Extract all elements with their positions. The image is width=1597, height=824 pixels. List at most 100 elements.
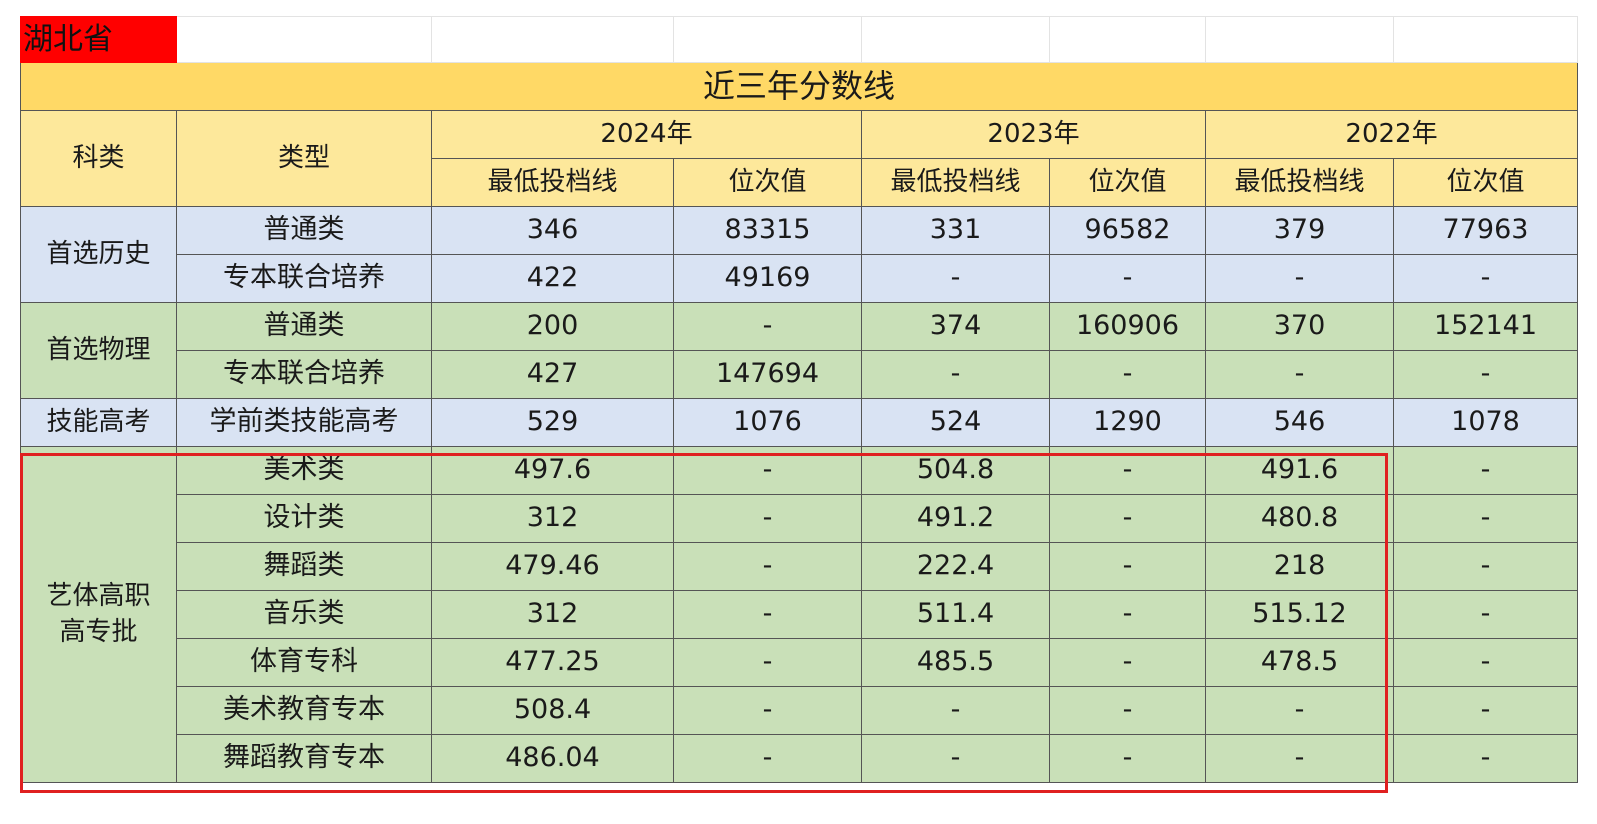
type-cell[interactable]: 美术类	[176, 446, 432, 495]
province-cell[interactable]: 湖北省	[20, 16, 177, 63]
min-line-cell[interactable]: 200	[431, 302, 674, 351]
type-cell[interactable]: 专本联合培养	[176, 350, 432, 399]
min-line-cell[interactable]: 480.8	[1205, 494, 1394, 543]
min-line-cell[interactable]: 485.5	[861, 638, 1050, 687]
rank-cell[interactable]: -	[1393, 254, 1578, 303]
type-cell[interactable]: 设计类	[176, 494, 432, 543]
min-line-cell[interactable]: 486.04	[431, 734, 674, 783]
min-line-cell[interactable]: 422	[431, 254, 674, 303]
min-line-cell[interactable]: 478.5	[1205, 638, 1394, 687]
rank-cell[interactable]: -	[1393, 350, 1578, 399]
rank-cell[interactable]: -	[1049, 254, 1206, 303]
min-line-cell[interactable]: -	[861, 350, 1050, 399]
min-line-cell[interactable]: 346	[431, 206, 674, 255]
rank-cell[interactable]: -	[1049, 734, 1206, 783]
rank-cell[interactable]: -	[1049, 446, 1206, 495]
rank-cell[interactable]: 77963	[1393, 206, 1578, 255]
category-cell[interactable]: 首选物理	[20, 302, 177, 399]
rank-cell[interactable]: 83315	[673, 206, 862, 255]
min-line-cell[interactable]: 427	[431, 350, 674, 399]
rank-cell[interactable]: 1076	[673, 398, 862, 447]
rank-cell[interactable]: 96582	[1049, 206, 1206, 255]
rank-cell[interactable]: -	[673, 686, 862, 735]
min-line-cell[interactable]: 497.6	[431, 446, 674, 495]
rank-cell[interactable]: -	[673, 446, 862, 495]
type-cell[interactable]: 舞蹈教育专本	[176, 734, 432, 783]
min-line-cell[interactable]: 370	[1205, 302, 1394, 351]
type-cell[interactable]: 舞蹈类	[176, 542, 432, 591]
min-line-cell[interactable]: 374	[861, 302, 1050, 351]
type-cell[interactable]: 美术教育专本	[176, 686, 432, 735]
min-line-cell[interactable]: 312	[431, 494, 674, 543]
type-cell[interactable]: 普通类	[176, 206, 432, 255]
min-line-cell[interactable]: 218	[1205, 542, 1394, 591]
min-line-cell[interactable]: 515.12	[1205, 590, 1394, 639]
header-min-line: 最低投档线	[861, 158, 1050, 207]
rank-cell[interactable]: -	[1049, 494, 1206, 543]
min-line-cell[interactable]: 508.4	[431, 686, 674, 735]
min-line-cell[interactable]: -	[1205, 350, 1394, 399]
min-line-cell[interactable]: -	[861, 734, 1050, 783]
category-cell[interactable]: 首选历史	[20, 206, 177, 303]
empty-cell[interactable]	[1393, 16, 1578, 63]
rank-cell[interactable]: -	[673, 638, 862, 687]
rank-cell[interactable]: 49169	[673, 254, 862, 303]
min-line-cell[interactable]: -	[1205, 254, 1394, 303]
min-line-cell[interactable]: 222.4	[861, 542, 1050, 591]
rank-cell[interactable]: -	[673, 542, 862, 591]
rank-cell[interactable]: 1290	[1049, 398, 1206, 447]
empty-cell[interactable]	[1205, 16, 1394, 63]
type-cell[interactable]: 音乐类	[176, 590, 432, 639]
rank-cell[interactable]: -	[1049, 590, 1206, 639]
rank-cell[interactable]: -	[1393, 734, 1578, 783]
rank-cell[interactable]: -	[1393, 542, 1578, 591]
type-cell[interactable]: 专本联合培养	[176, 254, 432, 303]
min-line-cell[interactable]: 504.8	[861, 446, 1050, 495]
type-cell[interactable]: 学前类技能高考	[176, 398, 432, 447]
header-type: 类型	[176, 110, 432, 207]
min-line-cell[interactable]: 491.2	[861, 494, 1050, 543]
min-line-cell[interactable]: -	[861, 254, 1050, 303]
empty-cell[interactable]	[673, 16, 862, 63]
header-rank: 位次值	[1049, 158, 1206, 207]
min-line-cell[interactable]: 312	[431, 590, 674, 639]
min-line-cell[interactable]: -	[1205, 686, 1394, 735]
rank-cell[interactable]: -	[1049, 686, 1206, 735]
rank-cell[interactable]: 147694	[673, 350, 862, 399]
min-line-cell[interactable]: 511.4	[861, 590, 1050, 639]
min-line-cell[interactable]: 479.46	[431, 542, 674, 591]
min-line-cell[interactable]: -	[861, 686, 1050, 735]
rank-cell[interactable]: -	[673, 302, 862, 351]
category-cell[interactable]: 技能高考	[20, 398, 177, 447]
rank-cell[interactable]: -	[1393, 638, 1578, 687]
min-line-cell[interactable]: 546	[1205, 398, 1394, 447]
min-line-cell[interactable]: 491.6	[1205, 446, 1394, 495]
rank-cell[interactable]: -	[673, 734, 862, 783]
category-cell[interactable]: 艺体高职高专批	[20, 446, 177, 783]
min-line-cell[interactable]: 477.25	[431, 638, 674, 687]
rank-cell[interactable]: -	[1049, 350, 1206, 399]
rank-cell[interactable]: 1078	[1393, 398, 1578, 447]
rank-cell[interactable]: -	[1049, 638, 1206, 687]
rank-cell[interactable]: -	[673, 590, 862, 639]
rank-cell[interactable]: 152141	[1393, 302, 1578, 351]
rank-cell[interactable]: -	[1049, 542, 1206, 591]
type-cell[interactable]: 体育专科	[176, 638, 432, 687]
rank-cell[interactable]: -	[673, 494, 862, 543]
rank-cell[interactable]: -	[1393, 446, 1578, 495]
empty-cell[interactable]	[431, 16, 674, 63]
empty-cell[interactable]	[861, 16, 1050, 63]
type-cell[interactable]: 普通类	[176, 302, 432, 351]
min-line-cell[interactable]: 529	[431, 398, 674, 447]
rank-cell[interactable]: -	[1393, 494, 1578, 543]
rank-cell[interactable]: 160906	[1049, 302, 1206, 351]
empty-cell[interactable]	[1049, 16, 1206, 63]
min-line-cell[interactable]: -	[1205, 734, 1394, 783]
min-line-cell[interactable]: 524	[861, 398, 1050, 447]
rank-cell[interactable]: -	[1393, 686, 1578, 735]
min-line-cell[interactable]: 379	[1205, 206, 1394, 255]
min-line-cell[interactable]: 331	[861, 206, 1050, 255]
empty-cell[interactable]	[176, 16, 432, 63]
table-row: 音乐类 312-511.4-515.12-	[21, 590, 1578, 639]
rank-cell[interactable]: -	[1393, 590, 1578, 639]
